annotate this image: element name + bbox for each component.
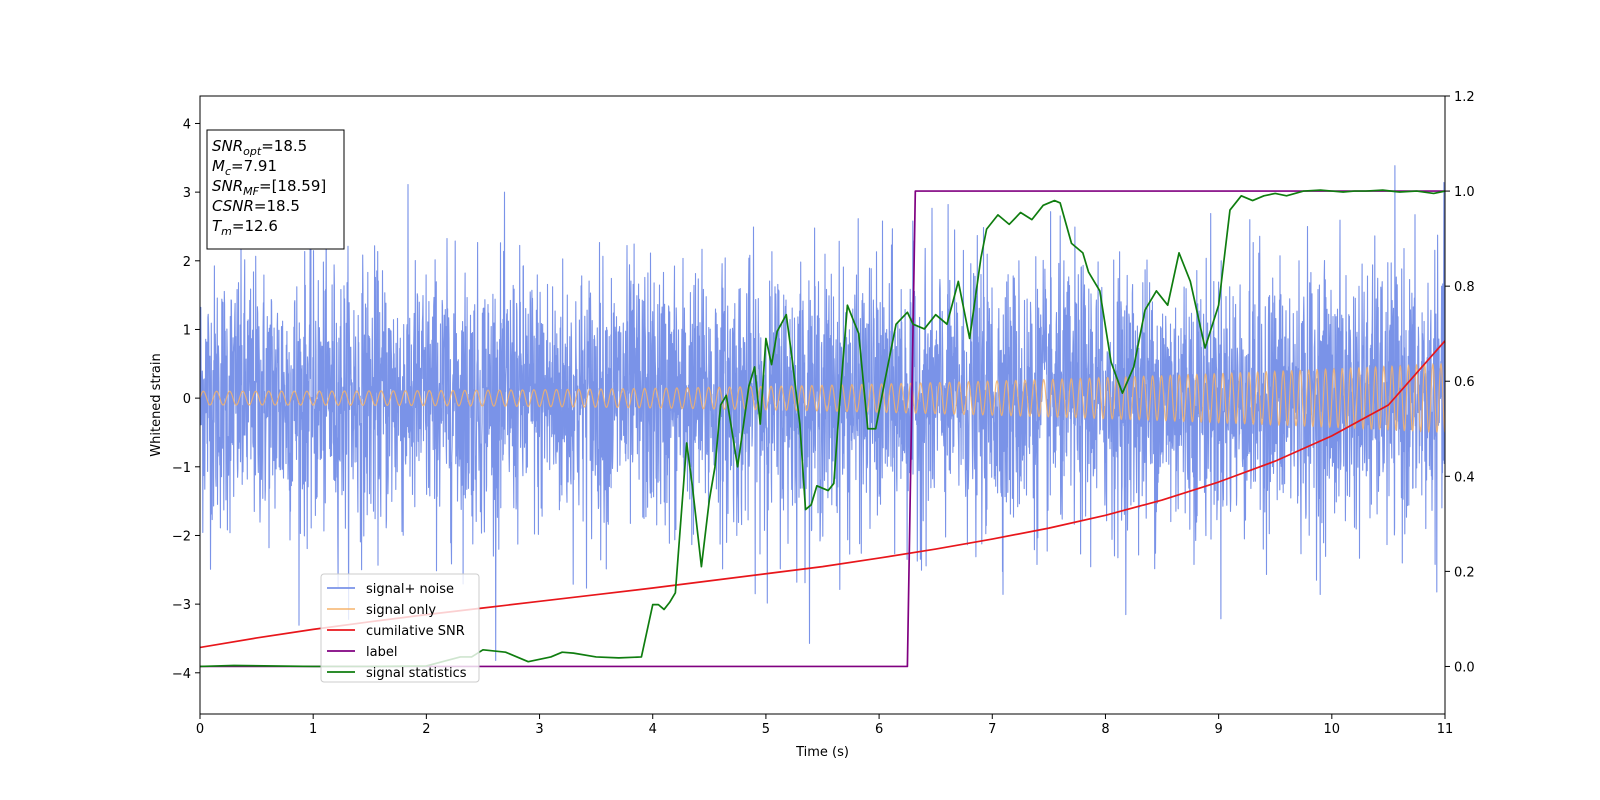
info-box: SNRopt=18.5Mc=7.91SNRMF=[18.59]CSNR=18.5…: [206, 129, 345, 250]
x-tick-label: 5: [762, 722, 770, 737]
x-tick-label: 0: [196, 722, 204, 737]
series-signal-statistics-line: [200, 189, 1445, 668]
info-box-line: Tm=12.6: [212, 217, 278, 238]
y-tick-label: 2: [183, 255, 191, 270]
y-axis-label: Whitened strain: [149, 353, 164, 456]
y-tick-label: 1: [183, 323, 191, 338]
legend: signal+ noise signal only cumilative SNR la…: [320, 573, 480, 683]
legend-label: signal+ noise: [366, 582, 454, 597]
legend-label: label: [366, 645, 397, 660]
series-signal-only-line: [200, 362, 1445, 434]
info-box-frame: [206, 129, 345, 250]
legend-label: signal only: [366, 603, 436, 618]
y-tick-label: 0: [183, 392, 191, 407]
x-axis-label: Time (s): [795, 745, 849, 760]
x-tick-label: 6: [875, 722, 883, 737]
y-tick-label: −3: [172, 598, 191, 613]
y2-tick-label: 0.4: [1454, 470, 1475, 485]
series-label-line: [200, 190, 1445, 668]
legend-label: signal statistics: [366, 666, 467, 681]
y-tick-label: −2: [172, 529, 191, 544]
y2-tick-label: 1.0: [1454, 185, 1475, 200]
legend-frame: [320, 573, 480, 683]
x-tick-label: 3: [535, 722, 543, 737]
info-box-line: Mc=7.91: [212, 157, 277, 178]
x-tick-label: 1: [309, 722, 317, 737]
y2-tick-label: 0.6: [1454, 375, 1475, 390]
legend-label: cumilative SNR: [366, 624, 465, 639]
info-box-line: SNRopt=18.5: [212, 137, 307, 158]
x-tick-label: 9: [1214, 722, 1222, 737]
info-box-line: SNRMF=[18.59]: [212, 177, 326, 198]
x-tick-label: 10: [1324, 722, 1341, 737]
plot-frame: [199, 95, 1446, 715]
y2-tick-label: 0.2: [1454, 565, 1475, 580]
info-box-line: CSNR=18.5: [212, 197, 300, 215]
y2-tick-label: 0.8: [1454, 280, 1475, 295]
y-tick-label: −1: [172, 461, 191, 476]
x-tick-label: 2: [422, 722, 430, 737]
y-tick-label: −4: [172, 667, 191, 682]
x-tick-label: 11: [1437, 722, 1454, 737]
y2-tick-label: 1.2: [1454, 90, 1475, 105]
y-tick-label: 3: [183, 186, 191, 201]
x-tick-label: 8: [1101, 722, 1109, 737]
y2-tick-label: 0.0: [1454, 660, 1475, 675]
y-tick-label: 4: [183, 117, 191, 132]
x-tick-label: 4: [649, 722, 657, 737]
axes-layer: 0 1 2 3 4 5 6 7 8 9 10 11 −4 −3 −2 −1 0 1 2 3 4 0.0 0.2 0.4 0.6 0…: [172, 90, 1475, 737]
x-tick-label: 7: [988, 722, 996, 737]
series-signal-noise-line: [200, 165, 1445, 662]
